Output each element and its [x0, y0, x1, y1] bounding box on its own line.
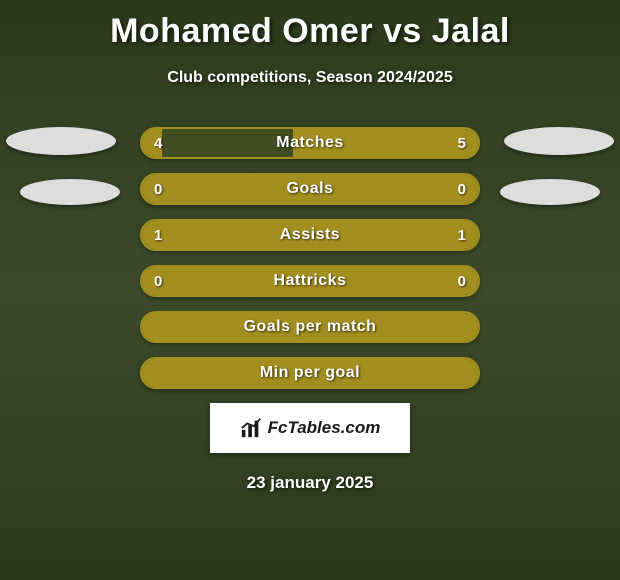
stat-row-matches: 4 Matches 5 [140, 127, 480, 159]
logo-box[interactable]: FcTables.com [210, 403, 410, 453]
page-title: Mohamed Omer vs Jalal [0, 0, 620, 51]
player-right-badge-2 [500, 179, 600, 205]
stat-row-goals-per-match: Goals per match [140, 311, 480, 343]
player-right-badge-1 [504, 127, 614, 155]
stat-value-right: 5 [458, 129, 466, 157]
stat-value-right: 1 [458, 221, 466, 249]
date-label: 23 january 2025 [0, 473, 620, 493]
subtitle: Club competitions, Season 2024/2025 [0, 69, 620, 87]
stat-label: Min per goal [142, 359, 478, 387]
stat-row-min-per-goal: Min per goal [140, 357, 480, 389]
stat-label: Assists [142, 221, 478, 249]
stats-area: 4 Matches 5 0 Goals 0 1 Assists 1 0 Hatt… [0, 127, 620, 389]
stat-row-assists: 1 Assists 1 [140, 219, 480, 251]
stat-value-right: 0 [458, 267, 466, 295]
stat-row-hattricks: 0 Hattricks 0 [140, 265, 480, 297]
fctables-logo-icon [240, 417, 262, 439]
stat-value-right: 0 [458, 175, 466, 203]
logo-text: FcTables.com [268, 418, 381, 438]
stat-label: Hattricks [142, 267, 478, 295]
player-left-badge-2 [20, 179, 120, 205]
stat-row-goals: 0 Goals 0 [140, 173, 480, 205]
player-left-badge-1 [6, 127, 116, 155]
stat-label: Goals per match [142, 313, 478, 341]
stat-label: Matches [142, 129, 478, 157]
stat-rows: 4 Matches 5 0 Goals 0 1 Assists 1 0 Hatt… [140, 127, 480, 389]
stat-label: Goals [142, 175, 478, 203]
